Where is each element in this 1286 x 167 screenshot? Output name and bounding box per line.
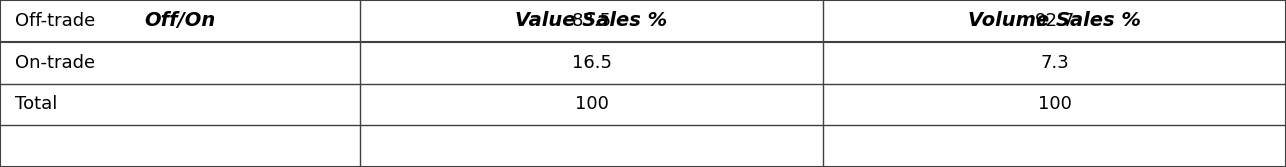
Text: On-trade: On-trade xyxy=(15,54,95,72)
Text: 100: 100 xyxy=(1038,95,1071,113)
Text: 100: 100 xyxy=(575,95,608,113)
Text: Total: Total xyxy=(15,95,58,113)
Text: Value Sales %: Value Sales % xyxy=(516,11,667,30)
Text: 16.5: 16.5 xyxy=(571,54,612,72)
Text: Off/On: Off/On xyxy=(144,11,216,30)
Text: Off-trade: Off-trade xyxy=(15,12,95,30)
Text: Volume Sales %: Volume Sales % xyxy=(968,11,1141,30)
Text: 83.5: 83.5 xyxy=(571,12,612,30)
Text: 7.3: 7.3 xyxy=(1040,54,1069,72)
Text: 92.7: 92.7 xyxy=(1034,12,1075,30)
